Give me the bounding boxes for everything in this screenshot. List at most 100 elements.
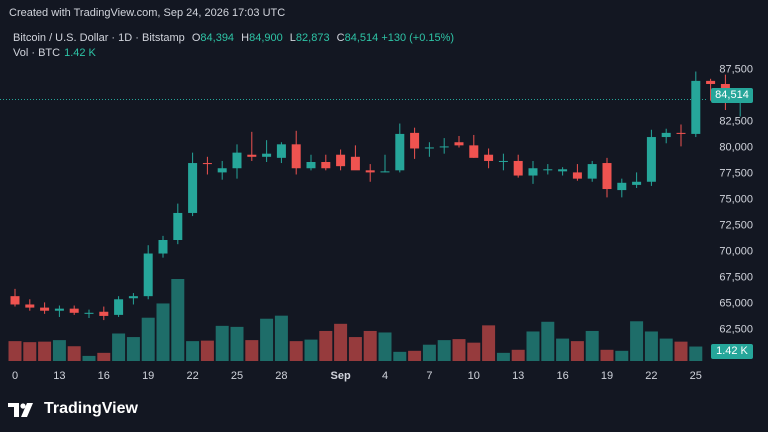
candle[interactable] xyxy=(217,160,227,180)
candle-body xyxy=(513,160,523,176)
candle-body xyxy=(40,307,50,311)
volume-bar xyxy=(52,340,66,361)
time-tick-label: 22 xyxy=(186,370,198,382)
candle[interactable] xyxy=(484,148,494,169)
candle[interactable] xyxy=(114,296,124,317)
volume-bar xyxy=(82,355,96,361)
volume-bar xyxy=(215,325,229,361)
candle-body xyxy=(602,163,612,190)
time-tick-label: 13 xyxy=(53,370,65,382)
volume-bar xyxy=(541,321,555,361)
price-tick-label: 72,500 xyxy=(719,219,753,231)
volume-bar xyxy=(644,331,658,361)
time-tick-label: 10 xyxy=(468,370,480,382)
time-axis[interactable]: 0 13 16 19 22 25 28 Sep 4 7 10 13 16 19 22 25 xyxy=(12,370,702,382)
candle[interactable] xyxy=(291,130,301,175)
candle[interactable] xyxy=(336,149,346,171)
candle[interactable] xyxy=(365,164,375,182)
volume-bar xyxy=(8,341,22,361)
time-tick-label: 16 xyxy=(556,370,568,382)
candle[interactable] xyxy=(247,131,257,161)
candle[interactable] xyxy=(543,164,553,175)
candle-body xyxy=(558,169,568,172)
candle[interactable] xyxy=(439,138,449,154)
low-value: 82,873 xyxy=(295,32,330,44)
candle[interactable] xyxy=(602,157,612,198)
price-tick-label: 82,500 xyxy=(719,115,753,127)
candle[interactable] xyxy=(306,154,316,171)
candle[interactable] xyxy=(528,160,538,184)
volume-bar xyxy=(393,351,407,361)
volume-bar xyxy=(230,326,244,361)
high-value: 84,900 xyxy=(249,32,283,44)
candle-body xyxy=(232,152,242,169)
candle[interactable] xyxy=(10,288,20,307)
candle[interactable] xyxy=(513,154,523,178)
candle[interactable] xyxy=(469,134,479,158)
volume-bar xyxy=(378,332,392,361)
candle-body xyxy=(202,163,212,165)
candle[interactable] xyxy=(54,305,64,317)
candle[interactable] xyxy=(646,129,656,186)
candle[interactable] xyxy=(158,235,168,258)
volume-bar xyxy=(200,340,214,361)
price-tick-label: 77,500 xyxy=(719,167,753,179)
candle[interactable] xyxy=(202,156,212,175)
candle[interactable] xyxy=(395,123,405,173)
candle[interactable] xyxy=(706,78,716,101)
candle[interactable] xyxy=(350,145,360,171)
candle[interactable] xyxy=(143,245,153,300)
candle[interactable] xyxy=(691,71,701,138)
candle[interactable] xyxy=(424,142,434,157)
candle[interactable] xyxy=(40,302,50,314)
candle[interactable] xyxy=(587,160,597,182)
candle[interactable] xyxy=(632,172,642,188)
price-tick-label: 62,500 xyxy=(719,323,753,335)
volume-bar xyxy=(67,346,81,361)
candle-body xyxy=(217,168,227,173)
close-value: 84,514 xyxy=(344,32,379,44)
candle[interactable] xyxy=(173,203,183,245)
price-tick-label: 67,500 xyxy=(719,271,753,283)
candle[interactable] xyxy=(232,144,242,179)
price-axis[interactable]: 62,500 65,000 67,500 70,000 72,500 75,000 77,5… xyxy=(719,63,753,335)
candle-body xyxy=(572,172,582,179)
candle[interactable] xyxy=(498,153,508,171)
volume-legend[interactable]: Vol · BTC 1.42 K xyxy=(13,47,96,59)
open-label: O xyxy=(191,32,201,44)
candle[interactable] xyxy=(661,128,671,144)
candle-body xyxy=(247,154,257,157)
candle[interactable] xyxy=(572,164,582,181)
candle-body xyxy=(350,156,360,171)
candle[interactable] xyxy=(99,306,109,321)
candle[interactable] xyxy=(262,140,272,162)
candle[interactable] xyxy=(617,178,627,198)
candle[interactable] xyxy=(558,167,568,176)
candle[interactable] xyxy=(84,309,94,318)
volume-bar xyxy=(304,339,318,361)
candle[interactable] xyxy=(69,305,79,315)
candle[interactable] xyxy=(676,124,686,147)
candle-body xyxy=(69,308,79,313)
symbol-title: Bitcoin / U.S. Dollar · 1D · Bitstamp xyxy=(13,32,185,44)
candle[interactable] xyxy=(380,154,390,173)
candle-body xyxy=(646,137,656,182)
symbol-legend[interactable]: Bitcoin / U.S. Dollar · 1D · Bitstamp O 8… xyxy=(13,32,454,44)
candle[interactable] xyxy=(128,293,138,305)
time-tick-label: 16 xyxy=(98,370,110,382)
candle[interactable] xyxy=(276,142,286,164)
volume-bar xyxy=(526,331,540,361)
volume-bar xyxy=(422,344,436,361)
candle-body xyxy=(380,171,390,173)
candle[interactable] xyxy=(188,152,198,217)
candle[interactable] xyxy=(454,136,464,148)
volume-bar xyxy=(408,350,422,361)
candle[interactable] xyxy=(410,127,420,159)
candle[interactable] xyxy=(25,299,35,311)
candle-body xyxy=(454,142,464,146)
volume-bar xyxy=(348,337,362,361)
candle[interactable] xyxy=(321,154,331,171)
tradingview-logo[interactable]: TradingView xyxy=(8,400,138,418)
